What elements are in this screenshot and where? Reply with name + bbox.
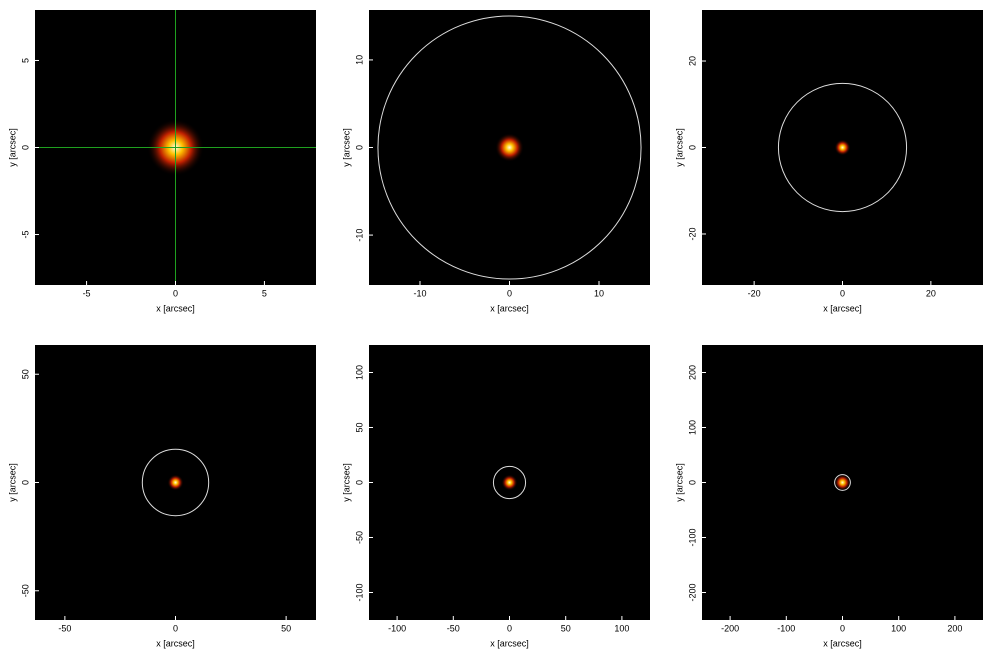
y-tick-label: 0: [687, 145, 697, 150]
source-glow: [495, 133, 524, 162]
x-axis-label: x [arcsec]: [823, 303, 862, 313]
extraction-circle: [492, 465, 527, 500]
y-tick-label: -50: [20, 584, 30, 597]
x-axis-label: x [arcsec]: [156, 638, 195, 648]
x-tick-label: 0: [507, 623, 512, 633]
y-tick-label: 0: [354, 145, 364, 150]
extraction-circle: [141, 448, 210, 517]
x-tick-label: 100: [891, 623, 906, 633]
y-axis-label: y [arcsec]: [674, 463, 684, 502]
x-tick-label: 100: [614, 623, 629, 633]
x-axis-label: x [arcsec]: [490, 638, 529, 648]
y-axis-label: y [arcsec]: [341, 128, 351, 167]
y-tick-label: 0: [20, 480, 30, 485]
x-tick-label: 10: [594, 288, 604, 298]
x-tick-label: -100: [777, 623, 795, 633]
extraction-circle: [834, 474, 851, 491]
y-tick-label: 20: [687, 56, 697, 66]
y-axis-label: y [arcsec]: [7, 128, 17, 167]
x-axis-label: x [arcsec]: [490, 303, 529, 313]
y-tick-label: 50: [20, 369, 30, 379]
y-tick-label: 200: [687, 365, 697, 380]
x-tick-label: 0: [173, 288, 178, 298]
x-tick-label: -20: [748, 288, 761, 298]
y-axis-label: y [arcsec]: [341, 463, 351, 502]
x-tick-label: 0: [507, 288, 512, 298]
x-tick-label: 5: [262, 288, 267, 298]
y-tick-label: -100: [687, 528, 697, 546]
x-tick-label: 0: [173, 623, 178, 633]
y-axis-label: y [arcsec]: [674, 128, 684, 167]
x-tick-label: 50: [561, 623, 571, 633]
extraction-circle: [777, 82, 908, 213]
y-tick-label: -10: [354, 229, 364, 242]
y-tick-label: 0: [20, 145, 30, 150]
y-tick-label: 0: [687, 480, 697, 485]
y-tick-label: -200: [687, 583, 697, 601]
x-tick-label: 200: [947, 623, 962, 633]
source-glow: [834, 139, 851, 156]
source-glow: [501, 474, 518, 491]
y-tick-label: 5: [20, 58, 30, 63]
x-tick-label: -10: [414, 288, 427, 298]
y-tick-label: -5: [20, 231, 30, 239]
y-tick-label: 100: [687, 420, 697, 435]
x-tick-label: 50: [281, 623, 291, 633]
x-tick-label: -200: [721, 623, 739, 633]
x-axis-label: x [arcsec]: [823, 638, 862, 648]
x-tick-label: -100: [388, 623, 406, 633]
y-tick-label: 0: [354, 480, 364, 485]
x-axis-label: x [arcsec]: [156, 303, 195, 313]
y-tick-label: 10: [354, 55, 364, 65]
y-tick-label: -100: [354, 583, 364, 601]
source-glow: [167, 474, 184, 491]
y-tick-label: -20: [687, 227, 697, 240]
y-tick-label: 100: [354, 365, 364, 380]
x-tick-label: -50: [447, 623, 460, 633]
x-tick-label: -5: [83, 288, 91, 298]
extraction-circle: [377, 15, 642, 280]
source-glow: [834, 474, 851, 491]
y-tick-label: -50: [354, 531, 364, 544]
y-tick-label: 50: [354, 422, 364, 432]
y-axis-label: y [arcsec]: [7, 463, 17, 502]
x-tick-label: -50: [58, 623, 71, 633]
x-tick-label: 20: [926, 288, 936, 298]
x-tick-label: 0: [840, 623, 845, 633]
x-tick-label: 0: [840, 288, 845, 298]
